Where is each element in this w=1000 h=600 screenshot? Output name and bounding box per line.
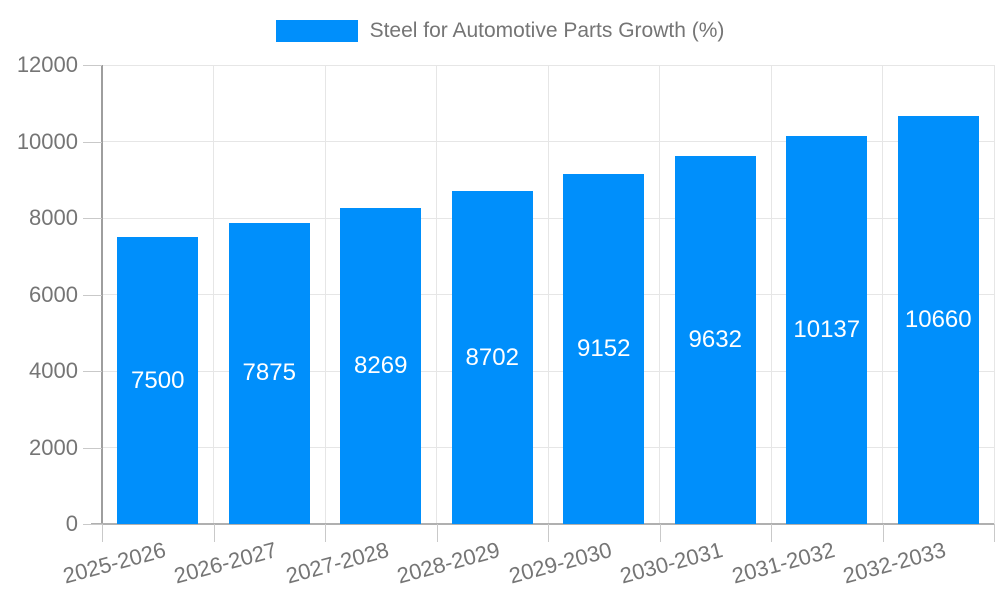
x-axis-tick-mark [213,524,215,542]
bar[interactable]: 9152 [563,173,645,524]
x-axis-tick-mark [102,524,103,542]
v-gridline [213,65,214,524]
bar-value-label: 7875 [242,359,296,387]
y-axis-tick-mark [83,294,102,296]
x-axis-tick-label: 2027-2028 [282,537,391,589]
x-axis-tick-mark [771,524,772,542]
x-axis-tick-label: 2029-2030 [505,537,614,589]
bar-value-label: 8702 [465,343,519,371]
y-axis-tick-label: 4000 [29,358,78,383]
y-axis-tick-mark [83,447,102,449]
x-axis-tick-mark [436,524,438,542]
bar-value-label: 9152 [577,334,631,362]
bar[interactable]: 10137 [786,136,868,524]
v-gridline [882,65,883,524]
bar[interactable]: 7500 [117,237,199,524]
legend-label: Steel for Automotive Parts Growth (%) [369,19,725,42]
bar[interactable]: 8269 [340,207,422,524]
y-axis-tick-label: 10000 [16,128,78,154]
v-gridline [993,65,995,524]
y-axis-tick-label: 0 [65,511,78,536]
v-gridline [659,65,660,524]
plot-area: 7500 7875 8269 8702 9152 9632 10137 10660 [91,64,995,525]
v-gridline [770,65,772,524]
x-axis-tick-mark [882,524,884,542]
y-axis-tick-mark [83,218,102,219]
bar[interactable]: 7875 [228,222,310,524]
y-axis-tick-mark [83,524,102,525]
x-axis-tick-label: 2026-2027 [171,537,280,589]
bar-value-label: 8269 [354,351,408,379]
bar-value-label: 7500 [131,366,185,394]
bar[interactable]: 8702 [451,191,533,524]
y-axis-tick-label: 6000 [29,281,78,307]
chart-legend[interactable]: Steel for Automotive Parts Growth (%) [0,18,1000,44]
x-axis-tick-mark [548,524,549,542]
x-axis-tick-label: 2030-2031 [617,537,726,589]
v-gridline [547,65,549,524]
bar-value-label: 10137 [793,316,861,344]
y-axis-tick-label: 2000 [29,434,78,460]
bar[interactable]: 9632 [674,155,756,524]
x-axis-tick-label: 2025-2026 [59,537,168,589]
bar-value-label: 9632 [688,325,742,353]
x-axis-tick-mark [994,524,995,542]
y-axis-tick-mark [83,65,102,66]
legend-swatch [275,20,358,42]
x-axis-line [91,523,994,525]
y-axis-tick-label: 8000 [29,205,78,230]
y-axis-line [101,65,103,524]
v-gridline [324,65,326,524]
bar-value-label: 10660 [904,306,972,334]
x-axis-tick-label: 2031-2032 [728,537,837,589]
v-gridline [436,65,437,524]
x-axis-tick-label: 2028-2029 [394,537,503,589]
x-axis-tick-label: 2032-2033 [840,537,949,589]
y-axis-tick-mark [83,141,102,143]
bar[interactable]: 10660 [897,116,979,524]
y-axis-tick-mark [83,371,102,372]
x-axis-tick-mark [325,524,326,542]
x-axis-tick-mark [659,524,661,542]
y-axis-tick-label: 12000 [16,52,78,77]
